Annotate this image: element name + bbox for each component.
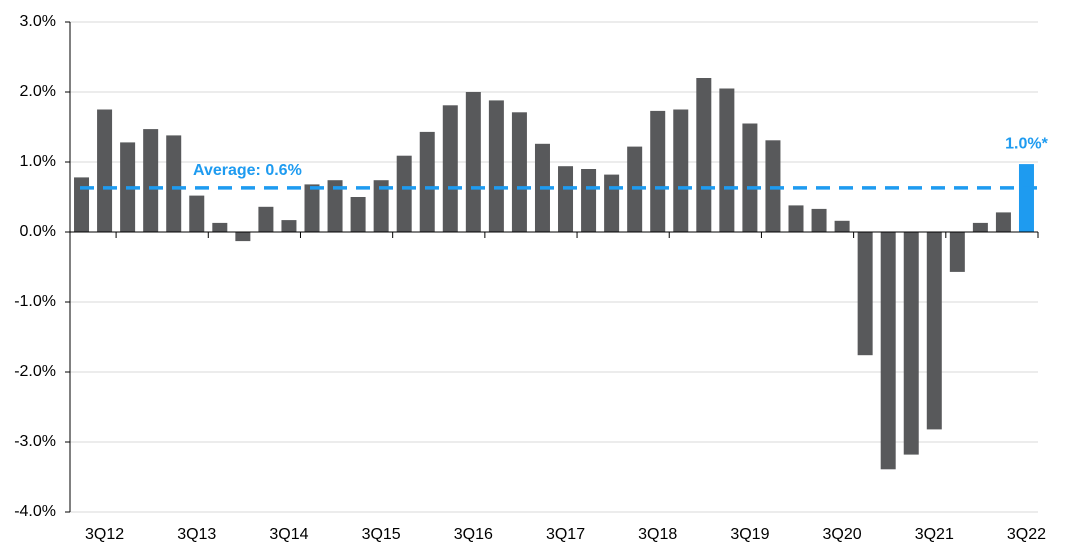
bar xyxy=(926,232,942,430)
bar xyxy=(558,166,574,232)
bar xyxy=(650,110,666,232)
x-tick-label: 3Q19 xyxy=(730,526,769,543)
bar xyxy=(880,232,896,470)
bar xyxy=(972,222,988,232)
bar xyxy=(419,131,435,232)
bar xyxy=(304,184,320,232)
bar xyxy=(442,105,458,232)
average-label: Average: 0.6% xyxy=(193,162,302,179)
x-tick-label: 3Q17 xyxy=(546,526,585,543)
bar xyxy=(373,180,389,232)
y-tick-label: 1.0% xyxy=(20,153,56,170)
bar xyxy=(350,197,366,232)
y-tick-label: -4.0% xyxy=(14,503,56,520)
value-label: 1.0%* xyxy=(1005,135,1048,152)
bar xyxy=(281,220,297,232)
bar xyxy=(742,123,758,232)
bar xyxy=(995,212,1011,232)
bar xyxy=(949,232,965,272)
x-tick-label: 3Q14 xyxy=(269,526,308,543)
y-tick-label: -3.0% xyxy=(14,433,56,450)
bar xyxy=(511,112,527,232)
x-tick-label: 3Q18 xyxy=(638,526,677,543)
bar xyxy=(834,220,850,232)
bar xyxy=(97,109,113,232)
bar xyxy=(258,206,274,232)
x-tick-label: 3Q12 xyxy=(85,526,124,543)
x-tick-label: 3Q21 xyxy=(915,526,954,543)
y-tick-label: -2.0% xyxy=(14,363,56,380)
bar xyxy=(857,232,873,356)
bar xyxy=(1018,164,1034,232)
bar xyxy=(212,222,228,232)
bar xyxy=(235,232,251,242)
bar xyxy=(604,174,620,232)
bar xyxy=(143,129,159,232)
bar xyxy=(488,100,504,233)
bar xyxy=(673,109,689,232)
y-tick-label: 0.0% xyxy=(20,223,56,240)
bar xyxy=(788,205,804,232)
x-tick-label: 3Q16 xyxy=(454,526,493,543)
bar xyxy=(166,135,182,232)
y-tick-label: 2.0% xyxy=(20,83,56,100)
bar xyxy=(327,180,343,232)
bar xyxy=(719,88,735,232)
bar xyxy=(581,169,597,232)
bar xyxy=(189,195,205,232)
y-tick-label: -1.0% xyxy=(14,293,56,310)
bar xyxy=(74,177,90,232)
y-tick-label: 3.0% xyxy=(20,13,56,30)
bar xyxy=(903,232,919,455)
bar xyxy=(696,78,712,232)
x-tick-label: 3Q13 xyxy=(177,526,216,543)
x-tick-label: 3Q15 xyxy=(362,526,401,543)
x-tick-label: 3Q22 xyxy=(1007,526,1046,543)
x-tick-label: 3Q20 xyxy=(823,526,862,543)
bar xyxy=(396,155,412,232)
bar xyxy=(811,208,827,232)
bar xyxy=(465,92,481,232)
